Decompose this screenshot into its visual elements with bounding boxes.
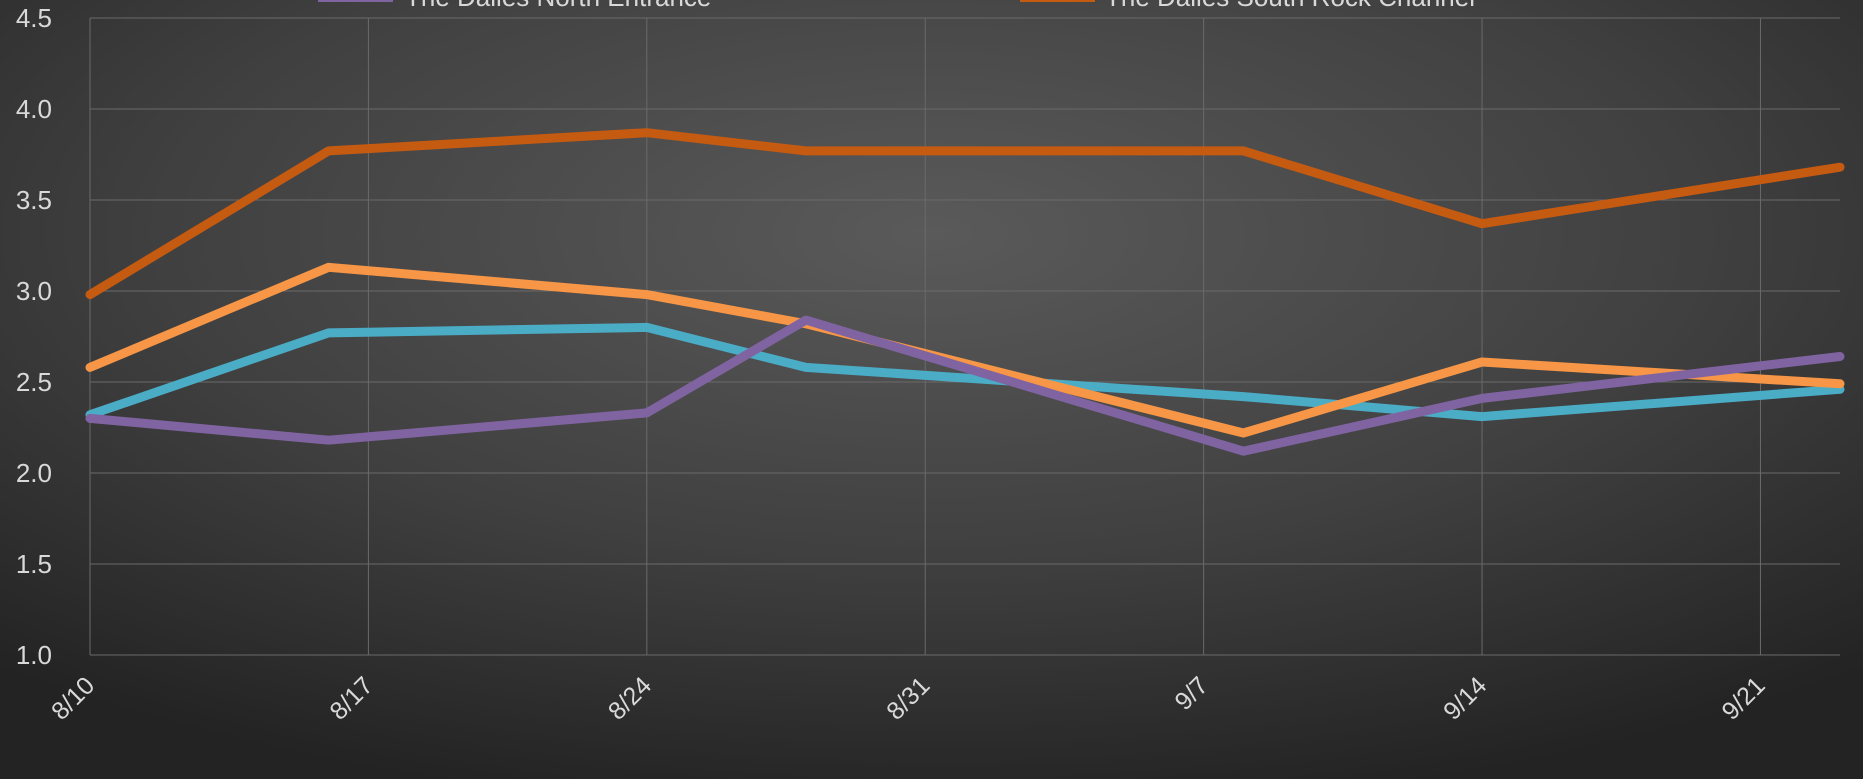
- series-line-1: [85, 322, 1845, 422]
- y-tick-label: 2.5: [16, 367, 52, 397]
- y-tick-label: 2.0: [16, 458, 52, 488]
- y-tick-label: 3.5: [16, 185, 52, 215]
- y-tick-label: 3.0: [16, 276, 52, 306]
- legend-label: The Dalles South Rock Channel: [1105, 0, 1475, 12]
- series-group: [85, 128, 1845, 456]
- legend: The Dalles North Entrance The Dalles Sout…: [318, 0, 1475, 12]
- legend-label: The Dalles North Entrance: [405, 0, 711, 12]
- y-tick-label: 4.5: [16, 3, 52, 33]
- y-tick-label: 4.0: [16, 94, 52, 124]
- series-line-3: [85, 315, 1845, 456]
- y-tick-label: 1.5: [16, 549, 52, 579]
- y-tick-label: 1.0: [16, 640, 52, 670]
- series-line-4: [85, 128, 1845, 300]
